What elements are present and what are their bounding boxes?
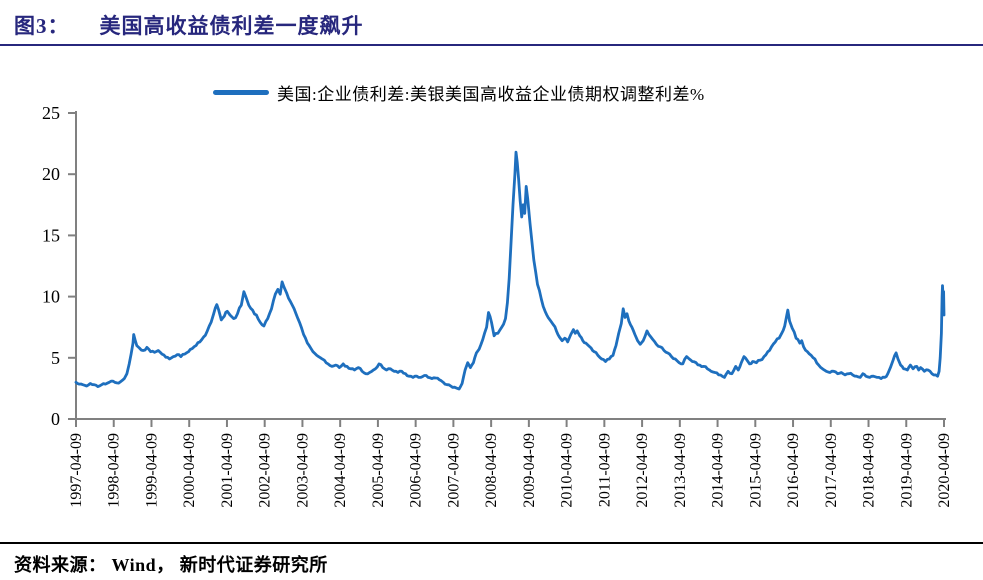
x-tick-label: 2015-04-09 (747, 433, 764, 508)
y-tick-label: 15 (42, 225, 60, 245)
y-tick-label: 5 (51, 348, 60, 368)
y-tick-label: 10 (42, 287, 60, 307)
x-tick-label: 2006-04-09 (408, 433, 425, 508)
y-tick-label: 20 (42, 164, 60, 184)
y-tick-label: 0 (51, 409, 60, 429)
x-tick-label: 2001-04-09 (219, 433, 236, 508)
figure-number: 图3： (14, 14, 70, 38)
x-tick-label: 2002-04-09 (257, 433, 274, 508)
x-tick-label: 2000-04-09 (181, 433, 198, 508)
y-tick-label: 25 (42, 103, 60, 123)
x-tick-label: 2018-04-09 (861, 433, 878, 508)
x-tick-label: 2013-04-09 (672, 433, 689, 508)
x-tick-label: 1999-04-09 (143, 433, 160, 508)
x-tick-label: 2011-04-09 (596, 433, 613, 507)
x-tick-label: 2017-04-09 (823, 433, 840, 508)
header-divider (0, 44, 983, 46)
x-tick-label: 2007-04-09 (445, 433, 462, 508)
chart-legend: 美国:企业债利差:美银美国高收益企业债期权调整利差% (213, 80, 705, 105)
legend-series-label: 美国:企业债利差:美银美国高收益企业债期权调整利差% (277, 85, 705, 104)
figure-header: 图3： 美国高收益债利差一度飙升 (14, 10, 974, 40)
figure-title: 美国高收益债利差一度飙升 (99, 14, 364, 38)
footer-divider (0, 542, 983, 544)
x-tick-label: 2019-04-09 (898, 433, 915, 508)
x-tick-label: 1998-04-09 (106, 433, 123, 508)
x-tick-label: 2016-04-09 (785, 433, 802, 508)
x-tick-label: 2008-04-09 (483, 433, 500, 508)
x-tick-label: 1997-04-09 (68, 433, 85, 508)
x-tick-label: 2012-04-09 (634, 433, 651, 508)
x-tick-label: 2004-04-09 (332, 433, 349, 508)
x-tick-label: 2014-04-09 (710, 433, 727, 508)
x-tick-label: 2009-04-09 (521, 433, 538, 508)
data-source-note: 资料来源： Wind， 新时代证券研究所 (14, 555, 328, 575)
legend-line-swatch-icon (213, 90, 269, 95)
x-tick-label: 2005-04-09 (370, 433, 387, 508)
x-tick-label: 2020-04-09 (936, 433, 953, 508)
x-tick-label: 2010-04-09 (559, 433, 576, 508)
spread-series-line (74, 150, 946, 391)
x-tick-label: 2003-04-09 (294, 433, 311, 508)
